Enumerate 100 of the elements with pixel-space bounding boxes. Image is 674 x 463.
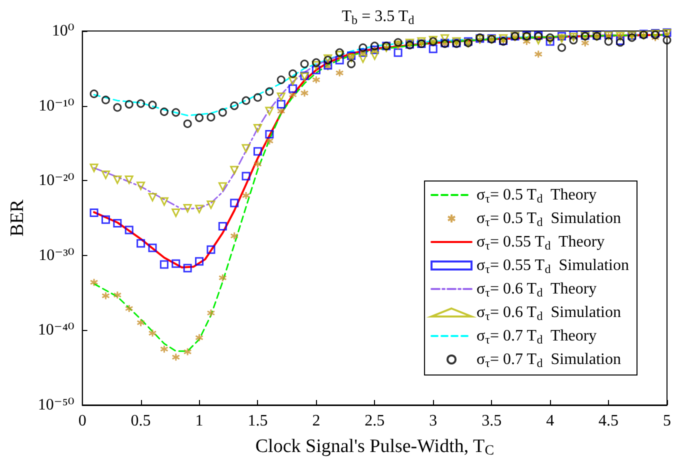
point: [230, 166, 239, 174]
point: [265, 87, 274, 96]
point: [558, 43, 566, 52]
point: [218, 222, 227, 230]
point: [113, 103, 122, 112]
y-tick-label: 10⁰: [52, 22, 74, 40]
point: [394, 48, 402, 57]
point: [358, 54, 368, 63]
x-tick-label: 2: [312, 412, 320, 430]
point: [265, 130, 274, 138]
point: [148, 100, 157, 110]
point: [335, 56, 344, 64]
point: [172, 259, 180, 268]
point: [242, 172, 250, 180]
point: [370, 51, 379, 60]
point: [183, 264, 192, 272]
point: [265, 106, 274, 116]
point: [534, 36, 543, 44]
point: [195, 114, 204, 122]
point: [569, 30, 578, 40]
point: [148, 328, 157, 338]
point: [101, 96, 110, 104]
point: [358, 43, 368, 52]
point: [253, 147, 262, 156]
point: [101, 292, 110, 300]
point: [335, 68, 344, 78]
point: [183, 348, 192, 356]
point: [90, 208, 98, 218]
point: [347, 60, 356, 68]
point: [124, 100, 134, 109]
x-tick-label: 1.5: [248, 412, 268, 430]
point: [183, 119, 192, 128]
point: [569, 36, 578, 44]
point: [276, 100, 286, 109]
point: [312, 66, 320, 74]
point: [265, 136, 274, 146]
point: [335, 48, 344, 57]
y-tick-label: 10⁻³⁰: [38, 246, 74, 264]
point: [522, 37, 531, 46]
point: [113, 218, 122, 228]
point: [534, 50, 543, 58]
point: [253, 160, 262, 168]
point: [148, 192, 157, 202]
y-axis-title: BER: [7, 199, 28, 236]
point: [206, 112, 216, 122]
point: [242, 96, 250, 105]
point: [136, 182, 146, 190]
point: [160, 344, 168, 354]
y-tick-label: 10⁻⁵⁰: [38, 396, 74, 414]
point: [288, 76, 298, 86]
x-tick-label: 0: [78, 412, 86, 430]
point: [124, 176, 134, 184]
point: [440, 34, 450, 43]
point: [160, 108, 168, 116]
point: [195, 333, 204, 342]
point: [230, 232, 239, 240]
x-tick-label: 4: [546, 412, 554, 430]
point: [370, 42, 379, 50]
point: [230, 198, 239, 208]
point: [288, 90, 298, 99]
point: [206, 200, 216, 209]
y-tick-label: 10⁻²⁰: [38, 172, 74, 190]
point: [172, 108, 180, 117]
point: [288, 69, 298, 78]
point: [242, 144, 250, 153]
point: [312, 58, 320, 67]
point: [195, 257, 204, 266]
y-tick-label: 10⁻¹⁰: [38, 97, 74, 114]
point: [136, 99, 146, 108]
point: [90, 164, 98, 172]
x-tick-label: 3: [429, 412, 438, 430]
point: [206, 245, 216, 254]
point: [218, 182, 227, 191]
point: [101, 170, 110, 180]
point: [300, 60, 309, 68]
point: [148, 244, 157, 252]
point: [90, 90, 98, 98]
x-tick-label: 4.5: [598, 412, 619, 430]
point: [101, 215, 110, 224]
point: [312, 61, 320, 70]
point: [136, 239, 146, 248]
point: [113, 176, 122, 184]
point: [335, 50, 344, 60]
x-tick-label: 5: [663, 412, 671, 430]
point: [253, 93, 262, 102]
point: [195, 204, 204, 214]
point: [113, 290, 122, 300]
point: [160, 197, 168, 206]
point: [276, 106, 286, 116]
point: [183, 204, 192, 213]
point: [172, 352, 180, 362]
point: [230, 102, 239, 110]
point: [218, 274, 227, 282]
point: [276, 76, 286, 84]
point: [604, 37, 613, 46]
point: [428, 44, 438, 54]
x-tick-label: 0.5: [130, 412, 151, 430]
point: [124, 304, 134, 313]
point: [206, 308, 216, 318]
y-tick-label: 10⁻⁴⁰: [38, 322, 74, 339]
